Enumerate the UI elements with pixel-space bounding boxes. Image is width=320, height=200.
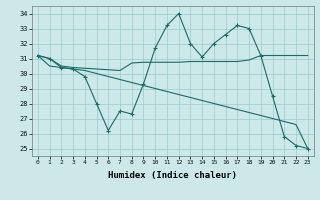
X-axis label: Humidex (Indice chaleur): Humidex (Indice chaleur): [108, 171, 237, 180]
